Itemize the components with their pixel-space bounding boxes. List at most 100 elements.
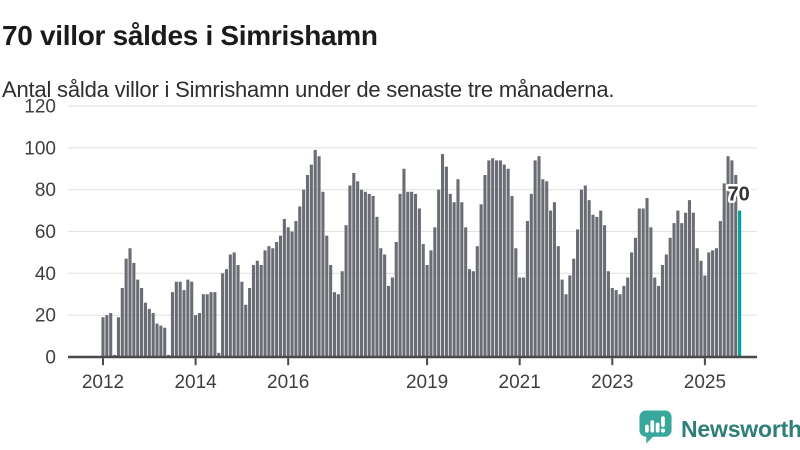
bar — [413, 193, 418, 357]
bar — [140, 287, 144, 357]
bar — [491, 158, 495, 357]
bar — [205, 294, 209, 357]
bar — [460, 202, 464, 357]
bar — [664, 254, 668, 357]
bar — [699, 260, 703, 357]
bar — [282, 218, 286, 357]
bar — [309, 164, 313, 357]
bar — [367, 193, 371, 357]
bar — [356, 181, 360, 357]
bar — [514, 248, 518, 357]
bar — [622, 285, 626, 357]
y-axis-label: 20 — [35, 306, 56, 327]
bar — [471, 271, 475, 357]
newsworthy-logo-text: Newsworthy — [681, 415, 800, 442]
bar — [244, 304, 248, 357]
highlighted-bar — [738, 210, 742, 357]
bar — [386, 285, 391, 357]
bar — [321, 191, 325, 357]
bar — [228, 254, 232, 357]
x-axis-label: 2019 — [406, 372, 448, 393]
bar — [178, 281, 182, 357]
y-axis-label: 40 — [35, 264, 56, 285]
bar — [332, 292, 337, 357]
bar — [132, 262, 136, 358]
bar — [155, 323, 159, 357]
bar — [452, 202, 456, 357]
bar — [437, 189, 441, 357]
bar — [687, 200, 692, 358]
bar — [537, 156, 541, 357]
bar — [691, 212, 695, 357]
bar — [479, 204, 483, 357]
x-axis-label: 2021 — [499, 372, 541, 393]
bar — [552, 202, 556, 357]
bar — [263, 250, 267, 357]
bar — [614, 290, 618, 357]
bar — [649, 227, 653, 357]
y-axis-label: 100 — [24, 138, 56, 159]
bar — [522, 277, 526, 357]
chart-subtitle: Antal sålda villor i Simrishamn under de… — [2, 77, 615, 102]
x-axis-label: 2023 — [591, 372, 633, 393]
bar — [668, 237, 672, 357]
bar — [657, 285, 661, 357]
bar — [340, 271, 344, 357]
bar — [163, 327, 167, 357]
bar — [143, 302, 147, 357]
bar — [402, 168, 406, 357]
bar — [707, 252, 711, 357]
bar — [271, 248, 275, 357]
bar — [549, 210, 553, 357]
bar — [248, 287, 252, 357]
bar — [375, 216, 379, 357]
bar — [398, 193, 402, 357]
x-axis-tick — [611, 358, 614, 366]
bar — [603, 225, 607, 357]
bar — [464, 227, 468, 357]
bar — [194, 315, 198, 357]
bar — [630, 252, 634, 357]
bar — [456, 179, 460, 357]
bar — [660, 264, 665, 357]
bar — [714, 248, 719, 357]
bar — [672, 223, 676, 357]
bar — [352, 172, 356, 357]
bar — [556, 246, 560, 357]
bar — [730, 160, 734, 357]
bar — [209, 292, 213, 357]
bar — [560, 279, 564, 357]
bar — [278, 235, 283, 357]
bar — [124, 258, 128, 357]
bar — [116, 317, 120, 357]
bar — [197, 313, 202, 357]
bar — [259, 264, 263, 357]
y-axis-label: 80 — [35, 180, 56, 201]
bar — [267, 246, 271, 357]
bar — [159, 325, 163, 358]
highlight-value-label: 70 — [728, 184, 750, 206]
bar — [510, 195, 514, 357]
bar — [606, 271, 610, 357]
bar — [251, 264, 256, 357]
bar — [410, 191, 414, 357]
bar — [726, 156, 730, 357]
bar — [599, 210, 603, 357]
bar — [680, 223, 684, 357]
bar — [302, 189, 306, 357]
bar — [109, 313, 113, 357]
bar — [525, 221, 529, 357]
bar — [394, 241, 398, 357]
bar — [286, 227, 290, 357]
x-axis-tick — [703, 358, 706, 366]
bar — [217, 352, 221, 357]
bar — [448, 193, 452, 357]
bar — [506, 168, 510, 357]
bar — [541, 179, 545, 357]
bar — [305, 175, 310, 357]
bar — [170, 292, 174, 357]
bar — [325, 235, 329, 357]
bar — [363, 191, 367, 357]
y-axis-label: 120 — [24, 97, 56, 118]
bar — [695, 248, 699, 357]
